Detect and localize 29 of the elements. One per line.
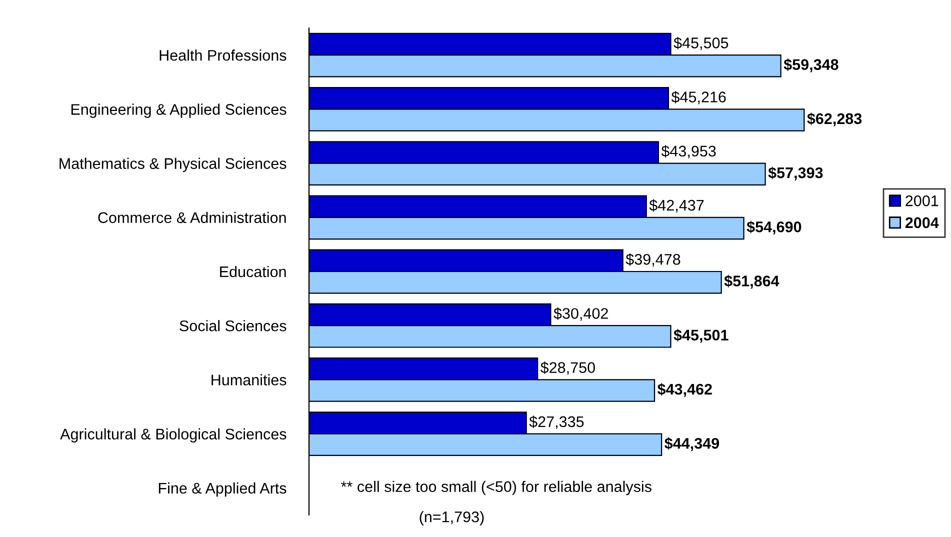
y-tick-label: Education: [220, 266, 286, 278]
data-label: $62,283: [807, 112, 862, 126]
data-label: $27,335: [529, 416, 584, 429]
data-label: $45,505: [674, 36, 728, 50]
y-tick-label: Agricultural & Biological Sciences: [60, 428, 286, 443]
y-tick-label: Commerce & Administration: [98, 212, 286, 224]
annotation: ** cell size too small (<50) for reliable analysis: [341, 480, 652, 496]
data-label: $39,478: [626, 253, 680, 267]
y-tick-label: Social Sciences: [180, 320, 286, 332]
data-label: $54,690: [746, 220, 802, 235]
data-label: $59,348: [784, 58, 838, 72]
data-label: $43,953: [661, 145, 716, 158]
y-tick-label: Mathematics & Physical Sciences: [60, 158, 286, 172]
data-label: $57,393: [768, 166, 823, 180]
y-tick-label: Fine & Applied Arts: [158, 482, 286, 497]
y-tick-label: Health Professions: [160, 50, 286, 61]
data-label: $42,437: [649, 199, 704, 212]
data-label: $43,462: [658, 383, 712, 397]
data-label: $45,216: [671, 90, 726, 104]
data-label: $45,501: [674, 329, 728, 343]
y-tick-label: Humanities: [212, 374, 286, 386]
data-label: $44,349: [664, 437, 720, 451]
data-label: $51,864: [724, 274, 780, 289]
data-label: $28,750: [540, 362, 595, 375]
legend-label: 2001: [906, 195, 938, 206]
legend-label: 2004: [905, 217, 939, 228]
y-tick-label: Engineering & Applied Sciences: [71, 104, 286, 118]
data-label: $30,402: [554, 307, 608, 321]
annotation: (n=1,793): [420, 511, 484, 526]
